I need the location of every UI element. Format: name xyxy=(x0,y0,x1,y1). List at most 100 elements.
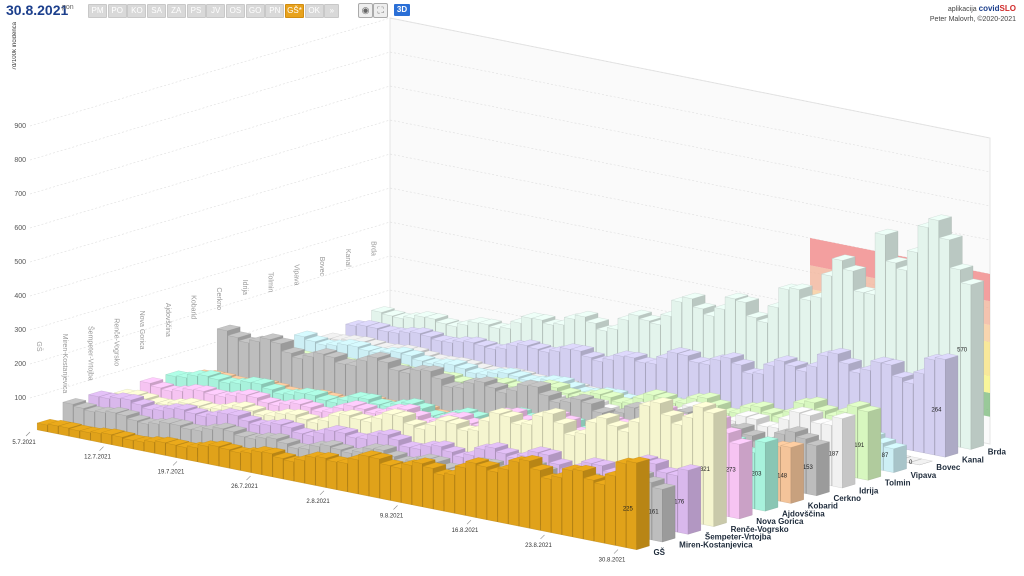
bar-top xyxy=(320,440,344,447)
bar-front xyxy=(422,466,434,510)
bar-top xyxy=(682,292,706,299)
bar-top xyxy=(251,378,275,385)
bar-side xyxy=(662,485,676,543)
bar-top xyxy=(335,427,359,434)
bar-top xyxy=(356,320,380,327)
bar-top xyxy=(105,406,129,414)
bar-top xyxy=(785,360,809,367)
bar-front xyxy=(369,456,380,499)
bar-front xyxy=(508,460,519,527)
bar-top xyxy=(197,370,221,377)
bar-front xyxy=(238,340,249,383)
date-tick xyxy=(246,475,251,481)
bar-top xyxy=(412,355,436,362)
more-regions-button[interactable]: » xyxy=(324,4,340,18)
bar-top xyxy=(519,455,543,462)
bar-top xyxy=(294,330,318,337)
bar-front xyxy=(197,444,209,465)
series-back-label: GŠ xyxy=(35,341,44,351)
bar-top xyxy=(178,397,202,405)
fullscreen-icon[interactable]: ⛶ xyxy=(373,3,388,18)
bar-front xyxy=(272,456,284,480)
bar-top xyxy=(485,442,509,449)
series-back-label: Idrija xyxy=(241,280,248,295)
region-button-po[interactable]: PO xyxy=(107,4,127,18)
camera-icon[interactable]: ◉ xyxy=(358,3,373,18)
bar-top xyxy=(590,388,614,395)
region-button-jv[interactable]: JV xyxy=(206,4,226,18)
bar-top xyxy=(450,411,474,418)
bar-top xyxy=(581,397,605,405)
bar-top xyxy=(527,446,551,453)
series-label: Renče-Vogrsko xyxy=(731,525,789,534)
y-tick-label: 200 xyxy=(14,361,26,368)
bar-front xyxy=(229,450,241,471)
bar-top xyxy=(677,349,701,356)
bar-top xyxy=(58,422,82,429)
bar-top xyxy=(270,418,294,425)
grid-line xyxy=(29,221,991,343)
bar-front xyxy=(208,444,219,467)
bar-top xyxy=(692,401,716,408)
bar-top xyxy=(281,421,305,429)
bar-top xyxy=(596,412,620,419)
y-tick-label: 600 xyxy=(14,225,26,232)
bar-top xyxy=(343,400,367,407)
bar-top xyxy=(358,393,382,400)
bar-front xyxy=(540,477,552,533)
bar-top xyxy=(538,389,562,397)
bar-front xyxy=(444,472,455,514)
bar-side xyxy=(816,441,830,496)
region-button-os[interactable]: OS xyxy=(225,4,245,18)
bar-top xyxy=(570,345,594,352)
value-label: 0 xyxy=(909,460,913,466)
bar-top xyxy=(626,456,650,464)
bar-top xyxy=(377,429,401,436)
bar-top xyxy=(442,446,466,453)
mode-3d-button[interactable]: 3D xyxy=(394,4,410,16)
bar-top xyxy=(165,439,189,446)
bar-top xyxy=(485,382,509,389)
region-button-ko[interactable]: KO xyxy=(127,4,147,18)
region-button-pm[interactable]: PM xyxy=(88,4,107,18)
region-button-za[interactable]: ZA xyxy=(166,4,186,18)
series-label: Idrija xyxy=(859,486,879,495)
bar-front xyxy=(337,461,348,493)
region-button-pn[interactable]: PN xyxy=(265,4,285,18)
bar-top xyxy=(290,398,314,405)
bar-top xyxy=(581,457,605,464)
value-label: 187 xyxy=(829,451,840,457)
bar-top xyxy=(827,347,851,355)
series-back-label: Šempeter-Vrtojba xyxy=(87,326,96,381)
region-button-ps[interactable]: PS xyxy=(186,4,206,18)
bar-top xyxy=(292,427,316,434)
bar-top xyxy=(431,440,455,447)
region-button-g[interactable]: GŠ* xyxy=(285,4,304,18)
bar-top xyxy=(450,376,474,383)
bar-front xyxy=(497,467,509,525)
region-button-ok[interactable]: OK xyxy=(304,4,324,18)
value-label: 153 xyxy=(803,465,814,471)
bar-top xyxy=(208,440,232,447)
series-label: Šempeter-Vrtojba xyxy=(705,533,772,542)
series-label: Nova Gorica xyxy=(756,517,804,526)
bar-top xyxy=(532,314,556,321)
bar-top xyxy=(189,399,213,407)
bar-top xyxy=(410,327,434,334)
brand-prefix: aplikacija xyxy=(947,6,977,13)
region-button-sa[interactable]: SA xyxy=(147,4,167,18)
bar-top xyxy=(380,459,404,466)
bar-top xyxy=(549,458,573,465)
value-label: 570 xyxy=(957,348,968,354)
bar-top xyxy=(435,317,459,325)
bar-top xyxy=(131,399,155,406)
bar-top xyxy=(495,447,519,454)
bar-top xyxy=(347,341,371,348)
bar-top xyxy=(223,425,247,433)
bar-top xyxy=(746,413,770,420)
bar-top xyxy=(909,458,933,466)
region-button-go[interactable]: GO xyxy=(245,4,265,18)
bar-top xyxy=(260,333,284,340)
bar-top xyxy=(493,377,517,384)
series-label: Ajdovščina xyxy=(782,509,825,518)
